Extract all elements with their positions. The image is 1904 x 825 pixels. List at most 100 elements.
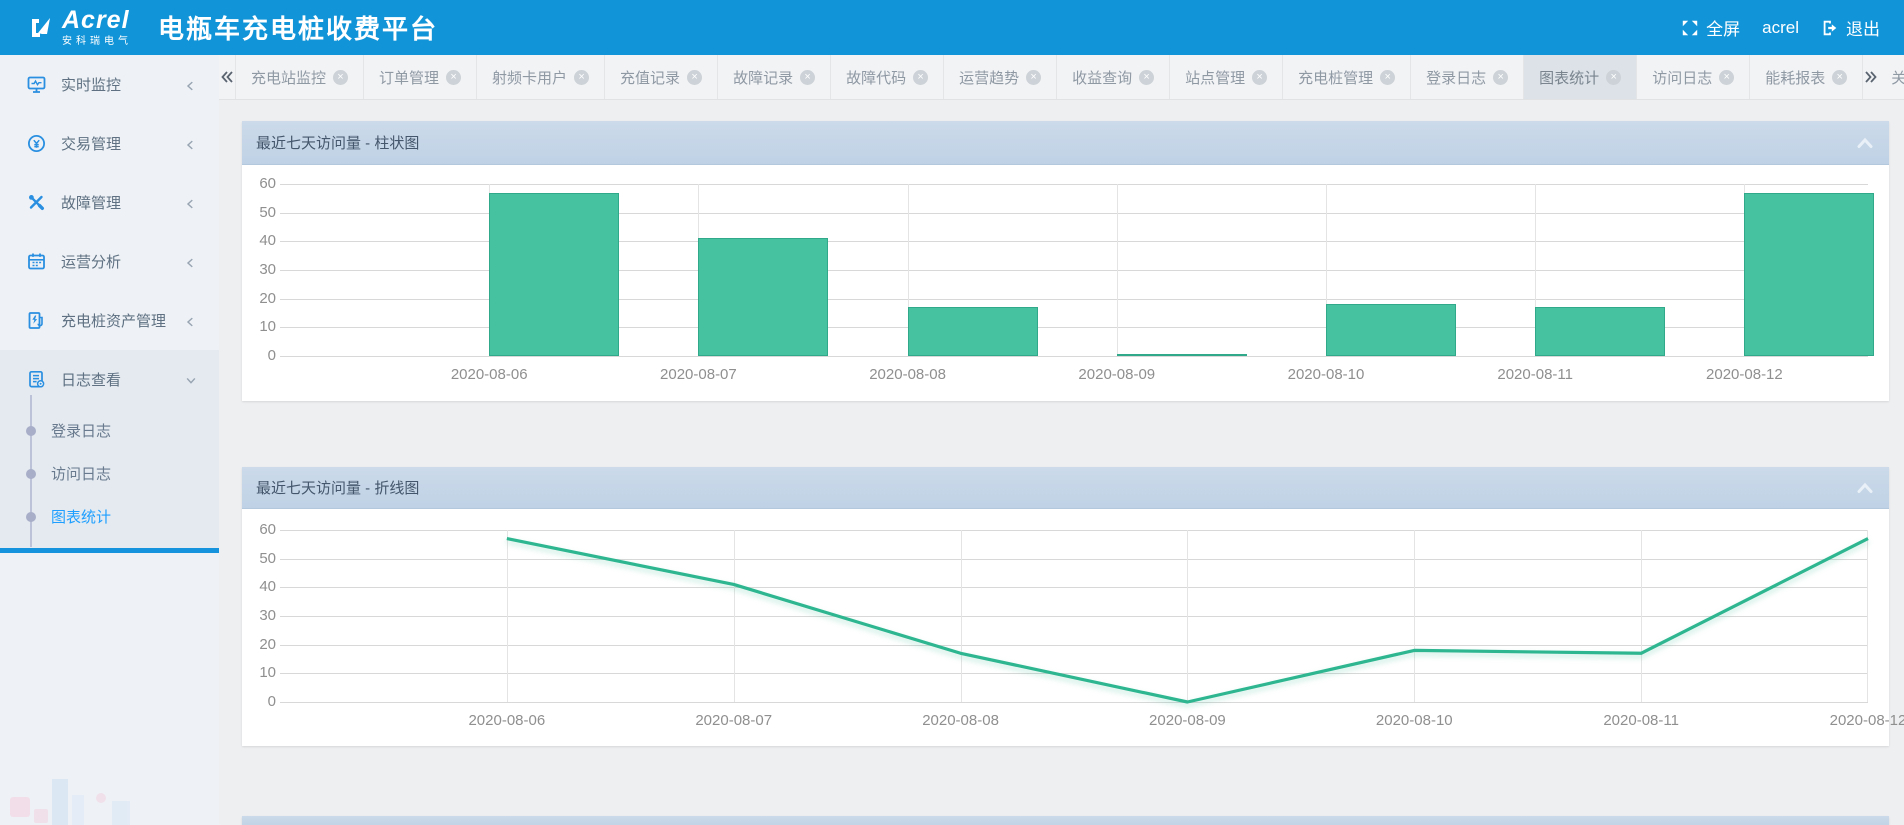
tab-2[interactable]: 射频卡用户 ×: [477, 55, 606, 99]
sidebar-subitem-label: 登录日志: [51, 423, 112, 440]
sidebar-subitem-1[interactable]: 访问日志: [0, 452, 219, 495]
sidebar-item-1[interactable]: 交易管理: [0, 114, 219, 173]
bar-chart-body: 0 10 20 30 40 50 60 2020-08-06 2020-08-07 2020-08…: [242, 165, 1889, 401]
sidebar-item-label: 故障管理: [61, 195, 122, 212]
sidebar-item-5[interactable]: 日志查看: [0, 350, 219, 409]
y-axis-tick-label: 50: [259, 549, 276, 567]
x-axis-tick-label: 2020-08-09: [1149, 712, 1226, 729]
line-chart-panel: 最近七天访问量 - 折线图 0 10 20 30 40 50 60 2020-08-06 202…: [242, 467, 1904, 746]
tab-close-icon[interactable]: ×: [574, 69, 590, 85]
tab-close-icon[interactable]: ×: [1719, 69, 1735, 85]
tab-bar: 充电站监控 × 订单管理 × 射频卡用户 × 充值记录 × 故障记录 × 故障代码 × 运营趋势 × 收益查…: [219, 55, 1904, 100]
tab-12[interactable]: 访问日志 ×: [1637, 55, 1751, 99]
sidebar: 实时监控交易管理故障管理运营分析 充电桩资产管理日志查看登录日志访问日志图表统计: [0, 55, 219, 825]
bullet-icon: [26, 511, 36, 522]
tab-0[interactable]: 充电站监控 ×: [235, 55, 365, 99]
y-axis-tick-label: 40: [259, 232, 276, 250]
sidebar-subitem-0[interactable]: 登录日志: [0, 409, 219, 452]
bar-chart-title: 最近七天访问量 - 柱状图: [256, 135, 420, 152]
fullscreen-button[interactable]: 全屏: [1681, 15, 1740, 40]
x-axis-tick-label: 2020-08-12: [1706, 366, 1783, 383]
tab-10[interactable]: 登录日志 ×: [1411, 55, 1525, 99]
tab-1[interactable]: 订单管理 ×: [364, 55, 478, 99]
user-menu[interactable]: acrel: [1762, 18, 1799, 38]
gridline: [280, 212, 1868, 214]
tab-close-icon[interactable]: ×: [1493, 69, 1509, 85]
collapse-chevron-icon[interactable]: [1857, 482, 1873, 494]
gridline: [907, 184, 909, 356]
tab-7[interactable]: 收益查询 ×: [1057, 55, 1171, 99]
line-chart-panel-header: 最近七天访问量 - 折线图: [242, 467, 1889, 509]
tab-13[interactable]: 能耗报表 ×: [1750, 55, 1864, 99]
gridline: [280, 270, 1868, 271]
bar-2020-08-11: [1535, 307, 1666, 356]
sidebar-expanded-group: 日志查看登录日志访问日志图表统计: [0, 350, 219, 553]
y-axis-tick-label: 40: [259, 578, 276, 596]
tab-close-icon[interactable]: ×: [800, 69, 816, 85]
tab-list: 充电站监控 × 订单管理 × 射频卡用户 × 充值记录 × 故障记录 × 故障代码 × 运营趋势 × 收益查…: [235, 55, 1864, 99]
tab-close-icon[interactable]: ×: [1606, 69, 1622, 85]
tab-close-icon[interactable]: ×: [1252, 69, 1268, 85]
gridline: [1641, 530, 1643, 702]
tab-11[interactable]: 图表统计 ×: [1524, 55, 1638, 99]
gridline: [1414, 530, 1416, 702]
tab-5[interactable]: 故障代码 ×: [831, 55, 945, 99]
x-axis-tick-label: 2020-08-07: [660, 366, 737, 383]
monitor-icon: [26, 74, 47, 95]
tab-4[interactable]: 故障记录 ×: [718, 55, 832, 99]
tabs-scroll-right-button[interactable]: [1863, 55, 1879, 99]
x-axis-tick-label: 2020-08-06: [450, 366, 528, 383]
sidebar-subitem-label: 访问日志: [51, 466, 112, 483]
tab-close-icon[interactable]: ×: [1380, 69, 1396, 85]
logout-label: 退出: [1846, 20, 1880, 39]
fullscreen-icon: [1682, 20, 1698, 35]
tab-close-icon[interactable]: ×: [1139, 69, 1155, 85]
bar-2020-08-06: [489, 192, 620, 356]
sidebar-item-4[interactable]: 充电桩资产管理: [0, 291, 219, 350]
gridline: [506, 530, 508, 702]
fullscreen-label: 全屏: [1706, 20, 1741, 39]
tab-close-icon[interactable]: ×: [1026, 69, 1042, 85]
sidebar-menu: 实时监控交易管理故障管理运营分析 充电桩资产管理日志查看登录日志访问日志图表统计: [0, 55, 219, 553]
logo-text: Acrel: [62, 5, 130, 34]
tab-close-icon[interactable]: ×: [1832, 69, 1848, 85]
tab-3[interactable]: 充值记录 ×: [605, 55, 719, 99]
tab-label: 访问日志: [1652, 69, 1713, 87]
collapse-chevron-icon[interactable]: [1857, 137, 1873, 149]
y-axis-tick-label: 10: [259, 318, 276, 336]
y-axis-tick-label: 20: [259, 635, 276, 653]
sidebar-submenu: 登录日志访问日志图表统计: [0, 395, 219, 548]
tab-label: 故障记录: [733, 69, 794, 87]
tab-close-icon[interactable]: ×: [333, 69, 349, 85]
tab-label: 登录日志: [1426, 69, 1487, 87]
tabs-scroll-left-button[interactable]: [219, 55, 235, 99]
close-operations-button[interactable]: 关闭操作: [1891, 69, 1904, 87]
tab-close-icon[interactable]: ×: [446, 69, 462, 85]
chevron-left-icon: [185, 315, 197, 327]
tab-close-icon[interactable]: ×: [913, 69, 929, 85]
sidebar-item-label: 日志查看: [61, 372, 122, 389]
tab-9[interactable]: 充电桩管理 ×: [1283, 55, 1412, 99]
chevron-left-icon: [185, 138, 197, 150]
logout-icon: [1823, 20, 1837, 35]
y-axis-tick-label: 60: [259, 521, 276, 538]
acrel-logo-icon: [32, 17, 50, 37]
bar-2020-08-09: [1116, 354, 1247, 356]
logo-subtext: 安科瑞电气: [62, 35, 132, 47]
line-chart-body: 0 10 20 30 40 50 60 2020-08-06 2020-08-07 2020-08…: [242, 509, 1904, 746]
tab-8[interactable]: 站点管理 ×: [1170, 55, 1284, 99]
bar-chart-panel: 最近七天访问量 - 柱状图 0 10 20 30 40 50 60 2020-08-06 202…: [242, 121, 1889, 401]
tab-close-icon[interactable]: ×: [687, 69, 703, 85]
sidebar-item-2[interactable]: 故障管理: [0, 173, 219, 232]
logout-button[interactable]: 退出: [1821, 15, 1880, 40]
tab-6[interactable]: 运营趋势 ×: [944, 55, 1058, 99]
sidebar-subitem-2[interactable]: 图表统计: [0, 495, 219, 538]
sidebar-item-0[interactable]: 实时监控: [0, 55, 219, 114]
y-axis-tick-label: 20: [259, 289, 276, 307]
tab-label: 充电站监控: [251, 69, 327, 87]
tab-label: 运营趋势: [959, 69, 1020, 87]
sidebar-item-label: 实时监控: [61, 77, 122, 94]
sidebar-item-3[interactable]: 运营分析: [0, 232, 219, 291]
chevron-left-icon: [185, 256, 197, 268]
sidebar-decoration: [0, 745, 219, 825]
